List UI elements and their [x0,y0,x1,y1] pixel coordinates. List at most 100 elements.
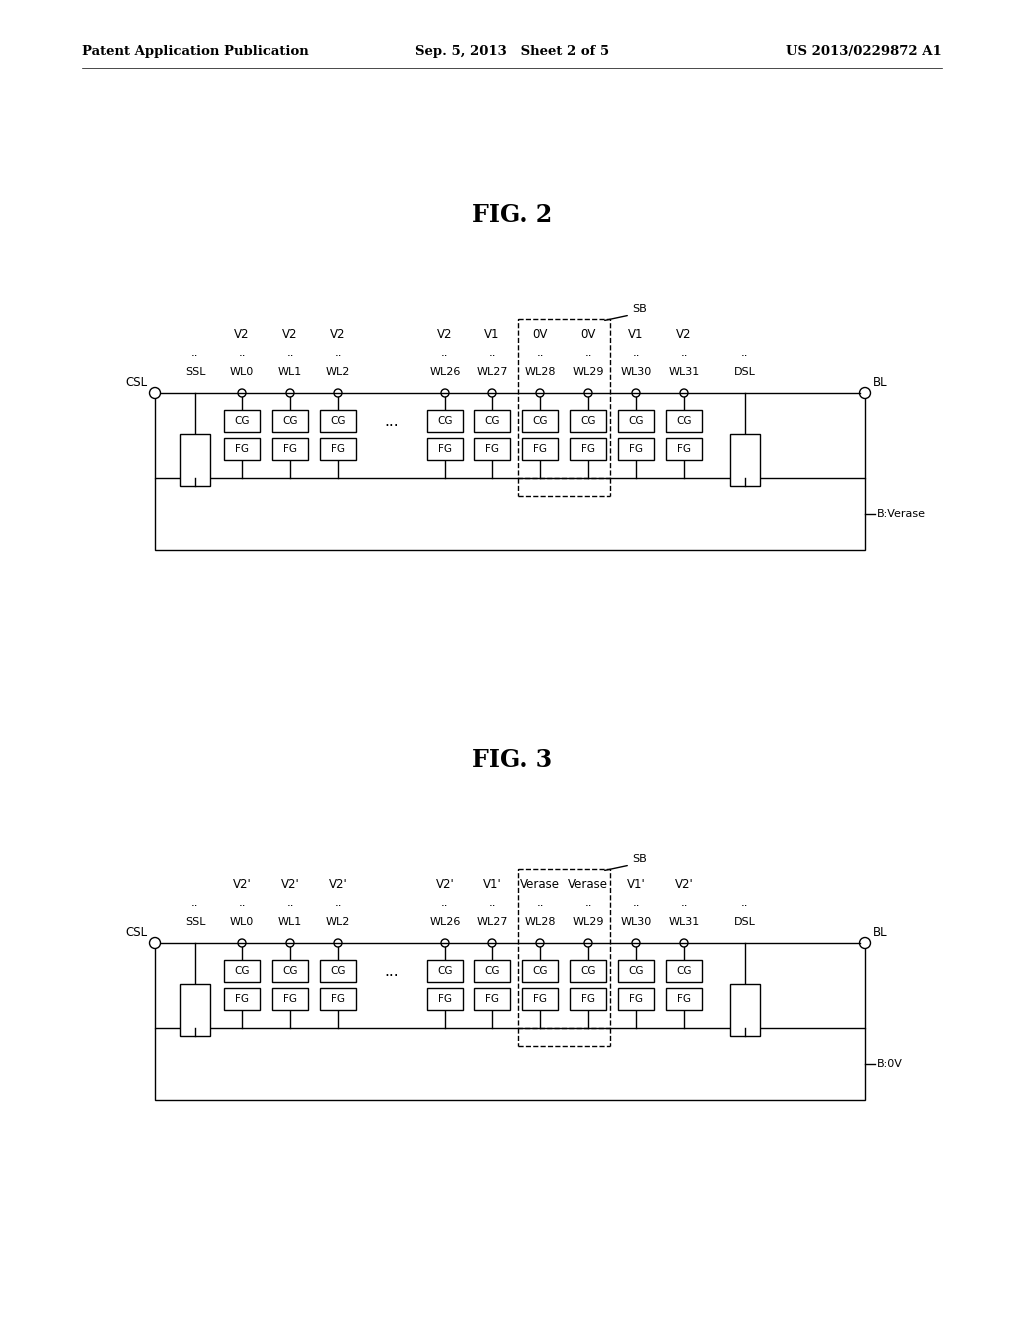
Text: FG: FG [629,444,643,454]
Text: ..: .. [632,896,640,909]
Text: ..: .. [680,346,688,359]
Text: WL31: WL31 [669,917,699,927]
Text: SB: SB [632,854,647,865]
Bar [666,438,702,459]
Text: SB: SB [632,304,647,314]
Text: WL28: WL28 [524,367,556,378]
Text: ..: .. [334,896,342,909]
Text: FG: FG [677,994,691,1005]
Text: V2': V2' [232,879,251,891]
Text: FG: FG [485,994,499,1005]
Bar [522,411,558,432]
Text: CG: CG [581,416,596,426]
Bar [474,960,510,982]
Text: V2: V2 [283,329,298,342]
Bar [570,987,606,1010]
Text: CG: CG [581,966,596,975]
Text: ..: .. [488,896,496,909]
Bar [570,411,606,432]
Bar [427,960,463,982]
Text: WL1: WL1 [278,917,302,927]
Text: ..: .. [191,896,199,909]
Bar [180,434,210,486]
Text: FG: FG [283,994,297,1005]
Text: V1: V1 [484,329,500,342]
Text: V2': V2' [329,879,347,891]
Text: CG: CG [234,416,250,426]
Text: CG: CG [283,966,298,975]
Bar [522,438,558,459]
Text: CG: CG [437,966,453,975]
Text: ...: ... [384,964,398,978]
Text: FG: FG [234,994,249,1005]
Bar [224,411,260,432]
Text: ..: .. [585,896,592,909]
Text: FG: FG [534,444,547,454]
Text: CG: CG [234,966,250,975]
Text: WL31: WL31 [669,367,699,378]
Text: SSL: SSL [184,367,205,378]
Text: CG: CG [484,966,500,975]
Text: WL30: WL30 [621,917,651,927]
Bar [618,438,654,459]
Text: ..: .. [537,896,544,909]
Text: WL27: WL27 [476,917,508,927]
Text: DSL: DSL [734,917,756,927]
Text: ...: ... [384,413,398,429]
Text: FG: FG [629,994,643,1005]
Bar [518,869,610,1028]
Text: US 2013/0229872 A1: US 2013/0229872 A1 [786,45,942,58]
Text: ..: .. [741,896,749,909]
Text: 0V: 0V [581,329,596,342]
Text: Verase: Verase [568,879,608,891]
Text: WL30: WL30 [621,367,651,378]
Text: CG: CG [437,416,453,426]
Text: WL27: WL27 [476,367,508,378]
Bar [272,438,308,459]
Text: WL0: WL0 [229,367,254,378]
Text: ..: .. [488,346,496,359]
Text: V2': V2' [281,879,299,891]
Text: V2: V2 [331,329,346,342]
Text: DSL: DSL [734,367,756,378]
Text: BL: BL [873,376,888,389]
Text: V2: V2 [234,329,250,342]
Text: V2': V2' [675,879,693,891]
Text: WL1: WL1 [278,367,302,378]
Text: CG: CG [676,416,692,426]
Text: WL26: WL26 [429,917,461,927]
Text: V2: V2 [676,329,692,342]
Bar [224,987,260,1010]
Bar [319,960,356,982]
Text: FG: FG [677,444,691,454]
Bar [730,983,760,1036]
Text: ..: .. [537,346,544,359]
Text: FG: FG [331,994,345,1005]
Bar [180,983,210,1036]
Text: WL29: WL29 [572,367,604,378]
Text: ..: .. [441,346,449,359]
Text: FG: FG [438,994,452,1005]
Text: WL0: WL0 [229,917,254,927]
Bar [730,434,760,486]
Bar [570,960,606,982]
Text: FG: FG [283,444,297,454]
Bar [618,411,654,432]
Bar [319,411,356,432]
Text: Patent Application Publication: Patent Application Publication [82,45,309,58]
Text: FG: FG [534,994,547,1005]
Text: CG: CG [283,416,298,426]
Bar [155,1028,865,1100]
Text: CG: CG [532,966,548,975]
Text: Sep. 5, 2013   Sheet 2 of 5: Sep. 5, 2013 Sheet 2 of 5 [415,45,609,58]
Bar [474,411,510,432]
Text: V2': V2' [435,879,455,891]
Text: V2: V2 [437,329,453,342]
Text: ..: .. [334,346,342,359]
Text: FIG. 2: FIG. 2 [472,203,552,227]
Text: ..: .. [632,346,640,359]
Text: FG: FG [485,444,499,454]
Bar [427,411,463,432]
Text: BL: BL [873,927,888,940]
Text: 0V: 0V [532,329,548,342]
